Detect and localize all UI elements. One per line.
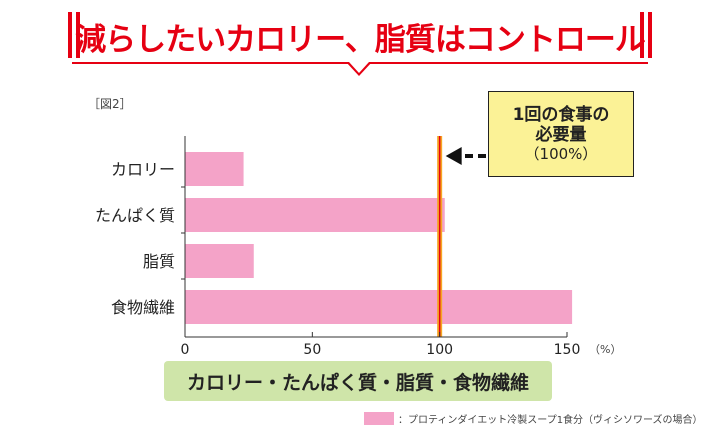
category-banner: カロリー・たんぱく質・脂質・食物繊維 (164, 361, 552, 401)
banner-left-bar-2 (76, 12, 80, 58)
bar-0 (185, 152, 244, 186)
category-label: 食物繊維 (111, 298, 175, 317)
bar-3 (185, 290, 573, 324)
banner-right-bar-1 (640, 12, 644, 58)
x-tick-label: 50 (303, 342, 321, 358)
x-tick-label: 0 (181, 342, 190, 358)
legend-swatch (364, 412, 394, 425)
x-tick-label: 100 (426, 342, 453, 358)
banner-left-bar-1 (68, 12, 72, 58)
banner-right-bar-2 (648, 12, 652, 58)
x-unit-label: （%） (589, 343, 621, 356)
legend: ：プロティンダイエット冷製スープ1食分（ヴィシソワーズの場合） (364, 411, 703, 426)
category-label: カロリー (111, 160, 175, 179)
category-label: たんぱく質 (95, 206, 175, 225)
x-tick-label: 150 (554, 342, 581, 358)
bar-2 (185, 244, 254, 278)
category-label: 脂質 (143, 252, 175, 271)
legend-text: ：プロティンダイエット冷製スープ1食分（ヴィシソワーズの場合） (398, 415, 703, 426)
callout-arrow-icon (445, 147, 462, 165)
callout-box: 1回の食事の 必要量 （100%） (488, 91, 634, 177)
bar-1 (185, 198, 445, 232)
callout-line-3: （100%） (524, 145, 598, 164)
header-banner: 減らしたいカロリー、脂質はコントロール (58, 8, 662, 76)
banner-title: 減らしたいカロリー、脂質はコントロール (75, 21, 646, 58)
callout-line-2: 必要量 (535, 125, 587, 145)
figure-label: ［図2］ (88, 97, 132, 111)
callout-line-1: 1回の食事の (512, 104, 610, 125)
banner-notch-inner (349, 62, 369, 73)
